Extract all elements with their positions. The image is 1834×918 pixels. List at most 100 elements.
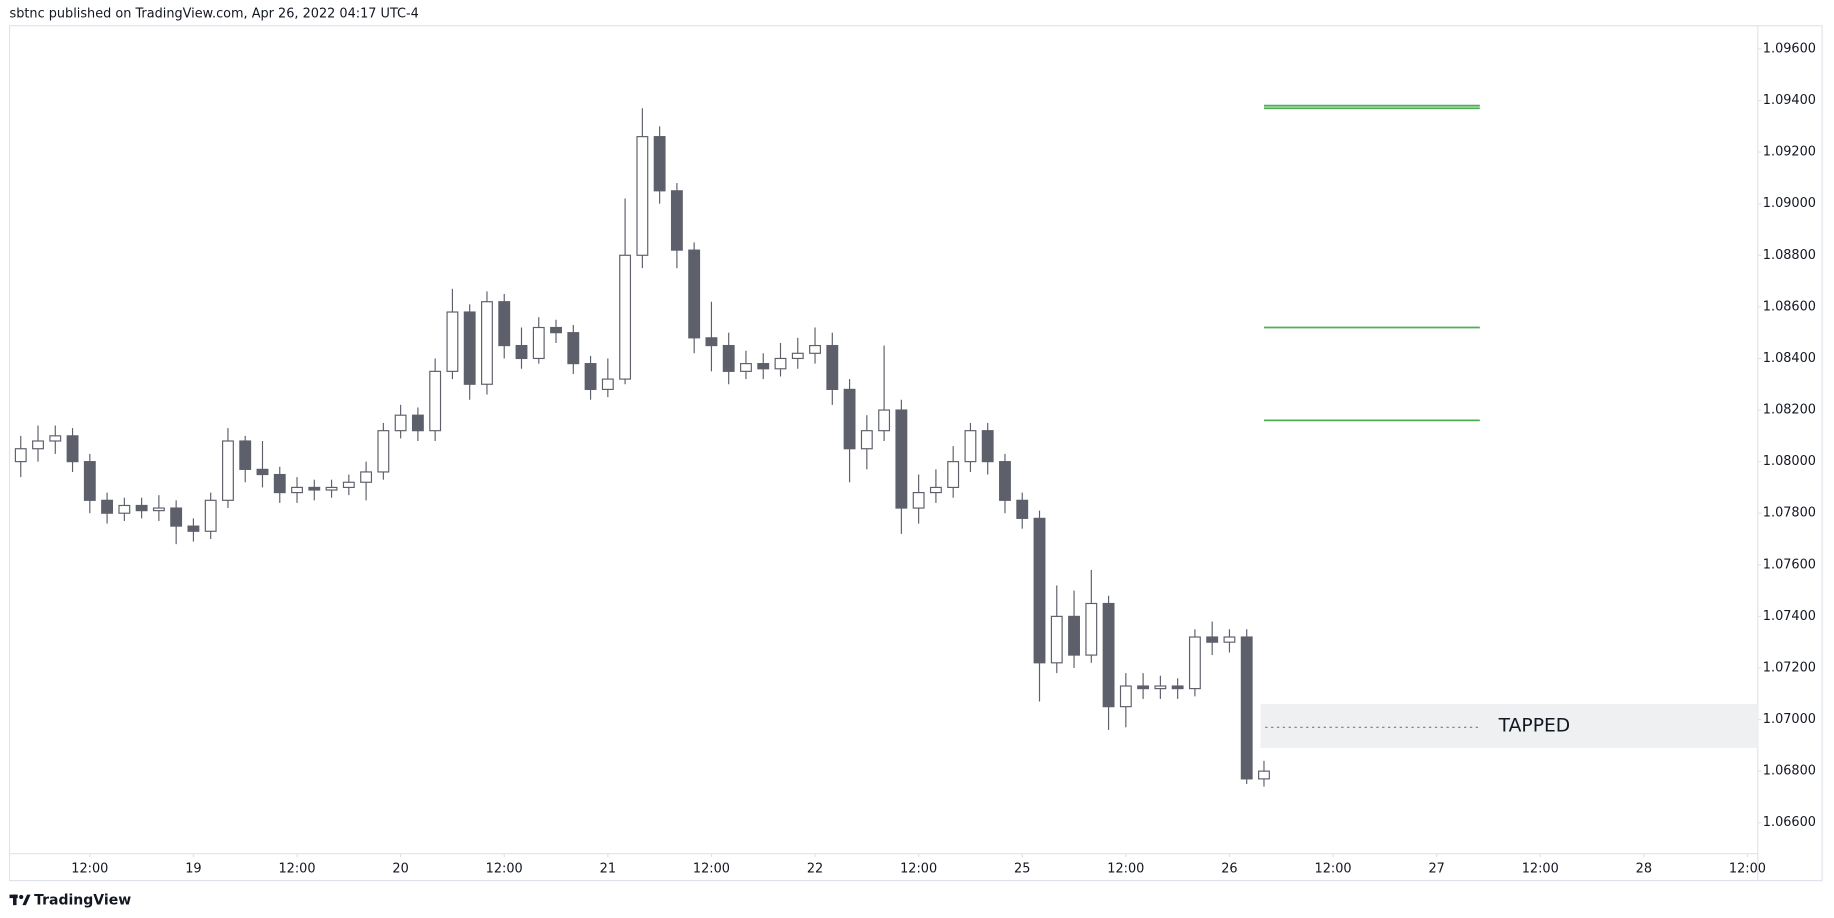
candle-body (670, 190, 683, 251)
y-tick-label: 1.07400 (1763, 609, 1816, 624)
candle-body (377, 430, 390, 473)
candle-body (204, 499, 217, 532)
y-tick-label: 1.07000 (1763, 712, 1816, 727)
candle (895, 399, 908, 534)
candle-body (895, 409, 908, 509)
candle-body (1188, 636, 1201, 690)
y-tick-label: 1.09600 (1763, 41, 1816, 56)
candle (1223, 629, 1236, 653)
candle-body (705, 337, 718, 347)
candle-body (584, 363, 597, 390)
candle (239, 435, 252, 483)
candle (1068, 590, 1080, 668)
candle (601, 358, 614, 398)
candle (411, 407, 424, 441)
y-tick-label: 1.07800 (1763, 506, 1816, 521)
candle-body (118, 504, 131, 514)
candle (83, 453, 96, 514)
candle-body (1050, 615, 1063, 664)
candle-body (774, 357, 787, 370)
candle-body (1171, 685, 1184, 690)
y-tick-label: 1.08200 (1763, 403, 1816, 418)
candle-body (308, 486, 321, 491)
candle (342, 474, 355, 496)
candle (1016, 492, 1029, 529)
candle (325, 479, 338, 498)
candle (740, 350, 752, 380)
candle (1050, 585, 1063, 674)
candle-body (1102, 602, 1115, 708)
x-tick-label: 12:00 (693, 861, 730, 876)
x-tick-label: 22 (807, 861, 823, 876)
candle (49, 425, 62, 454)
candle-body (498, 301, 511, 347)
x-tick-label: 28 (1636, 861, 1652, 876)
candle-body (360, 471, 373, 483)
y-tick-label: 1.08400 (1763, 351, 1816, 366)
candle-body (49, 435, 62, 442)
candle (101, 492, 114, 524)
y-tick-label: 1.09000 (1763, 196, 1816, 211)
candle-body (826, 344, 839, 390)
candle (360, 461, 373, 501)
candle (1033, 510, 1046, 702)
candle (1171, 678, 1184, 699)
x-tick-label: 12:00 (1107, 861, 1144, 876)
candle (757, 353, 770, 380)
candle (273, 466, 286, 503)
publish-info: sbtnc published on TradingView.com, Apr … (10, 7, 419, 22)
candle (878, 345, 891, 441)
candle (152, 495, 165, 521)
candle (550, 319, 562, 343)
candle-body (152, 507, 165, 512)
x-tick-label: 25 (1014, 861, 1030, 876)
zone-label: TAPPED (1498, 716, 1571, 737)
x-tick-label: 26 (1221, 861, 1237, 876)
candle-body (101, 499, 114, 514)
x-tick-label: 27 (1428, 861, 1444, 876)
candle (135, 497, 148, 519)
candle-body (1137, 685, 1150, 690)
candle-body (878, 409, 891, 432)
candle-body (1258, 770, 1270, 780)
x-tick-label: 12:00 (486, 861, 523, 876)
y-tick-label: 1.08600 (1763, 299, 1816, 314)
candle-body (83, 461, 96, 501)
candle-body (843, 388, 856, 450)
candle-body (688, 249, 701, 339)
y-tick-label: 1.09400 (1763, 93, 1816, 108)
candle (912, 474, 925, 524)
candle (929, 469, 942, 503)
candle-body (239, 440, 252, 470)
candle-body (860, 430, 873, 450)
candle (256, 440, 269, 488)
x-tick-label: 12:00 (71, 861, 108, 876)
candle-body (1154, 685, 1167, 690)
candle (1154, 675, 1167, 699)
candle (187, 518, 200, 542)
candle-body (636, 136, 649, 256)
x-tick-label: 12:00 (1315, 861, 1352, 876)
footer-brand: TradingView (34, 892, 131, 908)
candle (1258, 760, 1270, 787)
candle (204, 492, 217, 540)
x-tick-label: 12:00 (1729, 861, 1766, 876)
y-tick-label: 1.06600 (1763, 815, 1816, 830)
candle (1119, 673, 1132, 728)
candle-body (1119, 685, 1132, 708)
candle-body (394, 414, 407, 432)
candle-body (809, 344, 821, 354)
candle-body (1206, 636, 1219, 643)
candle-body (463, 311, 476, 385)
candle-body (601, 378, 614, 390)
candle (308, 479, 321, 501)
candle-body (999, 461, 1011, 501)
candle-body (964, 430, 977, 463)
candle (32, 425, 44, 462)
candle (809, 327, 821, 364)
candle (1102, 595, 1115, 730)
candle-body (32, 440, 44, 450)
candle (291, 477, 303, 503)
candle (584, 355, 597, 400)
candle (1240, 629, 1253, 785)
